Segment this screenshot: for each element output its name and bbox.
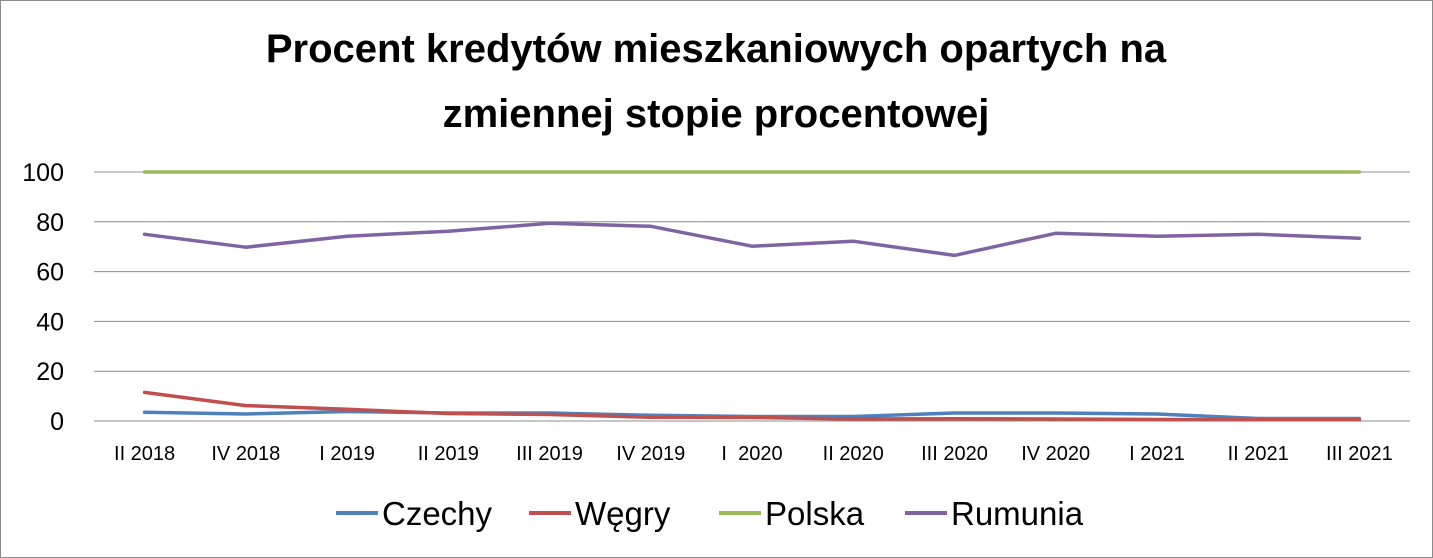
y-tick-label: 0: [50, 408, 64, 436]
series-line-rumunia: [142, 221, 1362, 258]
x-tick-label: IV 2020: [1021, 443, 1090, 465]
x-tick-label: II 2019: [418, 443, 479, 465]
legend-item-węgry: Węgry: [529, 495, 671, 532]
x-tick-label: IV 2019: [616, 443, 685, 465]
y-tick-label: 20: [36, 358, 64, 386]
series-lines: [142, 170, 1362, 422]
legend-item-czechy: Czechy: [336, 495, 493, 532]
series-line-węgry: [142, 390, 1362, 422]
legend-label: Polska: [765, 495, 865, 532]
y-tick-label: 100: [22, 159, 64, 187]
y-axis-ticks: 0 20 40 60 80 100: [22, 159, 64, 436]
legend-label: Czechy: [382, 495, 493, 532]
x-tick-label: I 2019: [319, 443, 375, 465]
chart-title-line-2: zmiennej stopie procentowej: [443, 92, 990, 136]
x-tick-label: III 2021: [1326, 443, 1393, 465]
x-tick-label: I 2021: [1129, 443, 1185, 465]
legend-label: Węgry: [575, 495, 671, 532]
legend-label: Rumunia: [951, 495, 1084, 532]
chart-title-line-1: Procent kredytów mieszkaniowych opartych…: [266, 27, 1167, 71]
x-tick-label: III 2019: [516, 443, 583, 465]
x-tick-label: I 2020: [721, 443, 782, 465]
x-tick-label: II 2021: [1228, 443, 1289, 465]
legend-item-polska: Polska: [719, 495, 865, 532]
legend-item-rumunia: Rumunia: [905, 495, 1084, 532]
x-tick-label: IV 2018: [211, 443, 280, 465]
y-tick-label: 60: [36, 259, 64, 287]
x-tick-label: III 2020: [921, 443, 988, 465]
x-tick-label: II 2020: [823, 443, 884, 465]
gridlines: [94, 171, 1410, 422]
x-tick-label: II 2018: [114, 443, 175, 465]
x-axis-ticks: II 2018 IV 2018 I 2019 II 2019 III 2019 IV 20…: [114, 443, 1393, 465]
legend: Czechy Węgry Polska Rumunia: [336, 495, 1084, 532]
y-tick-label: 40: [36, 308, 64, 336]
y-tick-label: 80: [36, 209, 64, 237]
